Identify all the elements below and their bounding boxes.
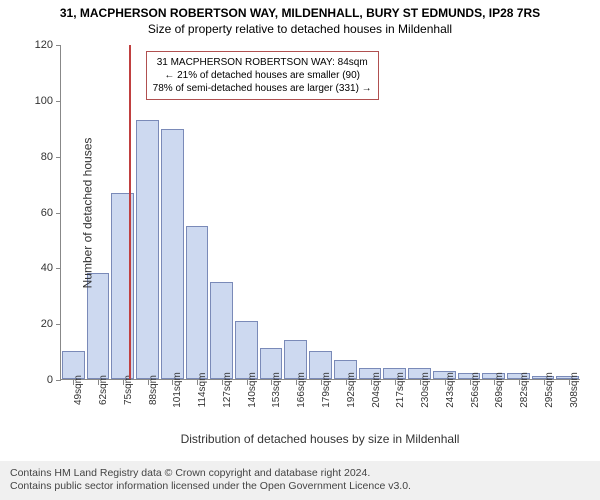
xtick-label: 282sqm	[519, 372, 530, 408]
xtick-label: 88sqm	[148, 375, 159, 405]
xtick-label: 204sqm	[371, 372, 382, 408]
chart-container: 020406080100120 49sqm62sqm75sqm88sqm101s…	[60, 45, 580, 380]
ytick-mark	[56, 268, 61, 269]
xtick-label: 243sqm	[445, 372, 456, 408]
xtick-label: 114sqm	[197, 373, 208, 408]
ytick-label: 0	[47, 374, 53, 386]
xtick-label: 308sqm	[569, 372, 580, 408]
page-title-address: 31, MACPHERSON ROBERTSON WAY, MILDENHALL…	[0, 0, 600, 20]
page-subtitle: Size of property relative to detached ho…	[0, 20, 600, 36]
ytick-mark	[56, 157, 61, 158]
info-box-line: 31 MACPHERSON ROBERTSON WAY: 84sqm	[153, 56, 372, 69]
histogram-bar	[235, 321, 258, 379]
histogram-bar	[210, 282, 233, 379]
ytick-label: 80	[41, 151, 53, 163]
xtick-label: 217sqm	[395, 372, 406, 408]
footer-line-1: Contains HM Land Registry data © Crown c…	[10, 467, 590, 481]
y-axis-label: Number of detached houses	[80, 137, 94, 288]
histogram-bar	[136, 120, 159, 379]
ytick-label: 40	[41, 262, 53, 274]
ytick-label: 100	[35, 95, 53, 107]
x-axis-label: Distribution of detached houses by size …	[60, 432, 580, 446]
xtick-label: 101sqm	[172, 372, 183, 408]
ytick-mark	[56, 380, 61, 381]
ytick-mark	[56, 101, 61, 102]
ytick-mark	[56, 213, 61, 214]
histogram-bar	[161, 129, 184, 380]
xtick-label: 166sqm	[296, 372, 307, 408]
xtick-label: 49sqm	[73, 375, 84, 405]
ytick-label: 60	[41, 207, 53, 219]
histogram-bar	[186, 226, 209, 379]
xtick-label: 295sqm	[544, 372, 555, 408]
xtick-label: 179sqm	[321, 372, 332, 408]
xtick-label: 153sqm	[271, 372, 282, 408]
xtick-label: 127sqm	[222, 372, 233, 408]
ytick-label: 120	[35, 39, 53, 51]
ytick-mark	[56, 45, 61, 46]
xtick-label: 140sqm	[247, 372, 258, 408]
xtick-label: 62sqm	[98, 375, 109, 405]
info-box-line: ← 21% of detached houses are smaller (90…	[153, 69, 372, 82]
ytick-mark	[56, 324, 61, 325]
footer: Contains HM Land Registry data © Crown c…	[0, 461, 600, 500]
xtick-label: 230sqm	[420, 372, 431, 408]
marker-line	[129, 45, 131, 379]
xtick-label: 75sqm	[123, 375, 134, 405]
info-box: 31 MACPHERSON ROBERTSON WAY: 84sqm← 21% …	[146, 51, 379, 100]
xtick-label: 256sqm	[470, 372, 481, 408]
xtick-label: 192sqm	[346, 372, 357, 408]
info-box-line: 78% of semi-detached houses are larger (…	[153, 82, 372, 95]
histogram-bar	[87, 273, 110, 379]
ytick-label: 20	[41, 318, 53, 330]
xtick-label: 269sqm	[494, 372, 505, 408]
plot-area: 020406080100120 49sqm62sqm75sqm88sqm101s…	[60, 45, 580, 380]
footer-line-2: Contains public sector information licen…	[10, 480, 590, 494]
histogram-bar	[111, 193, 134, 379]
